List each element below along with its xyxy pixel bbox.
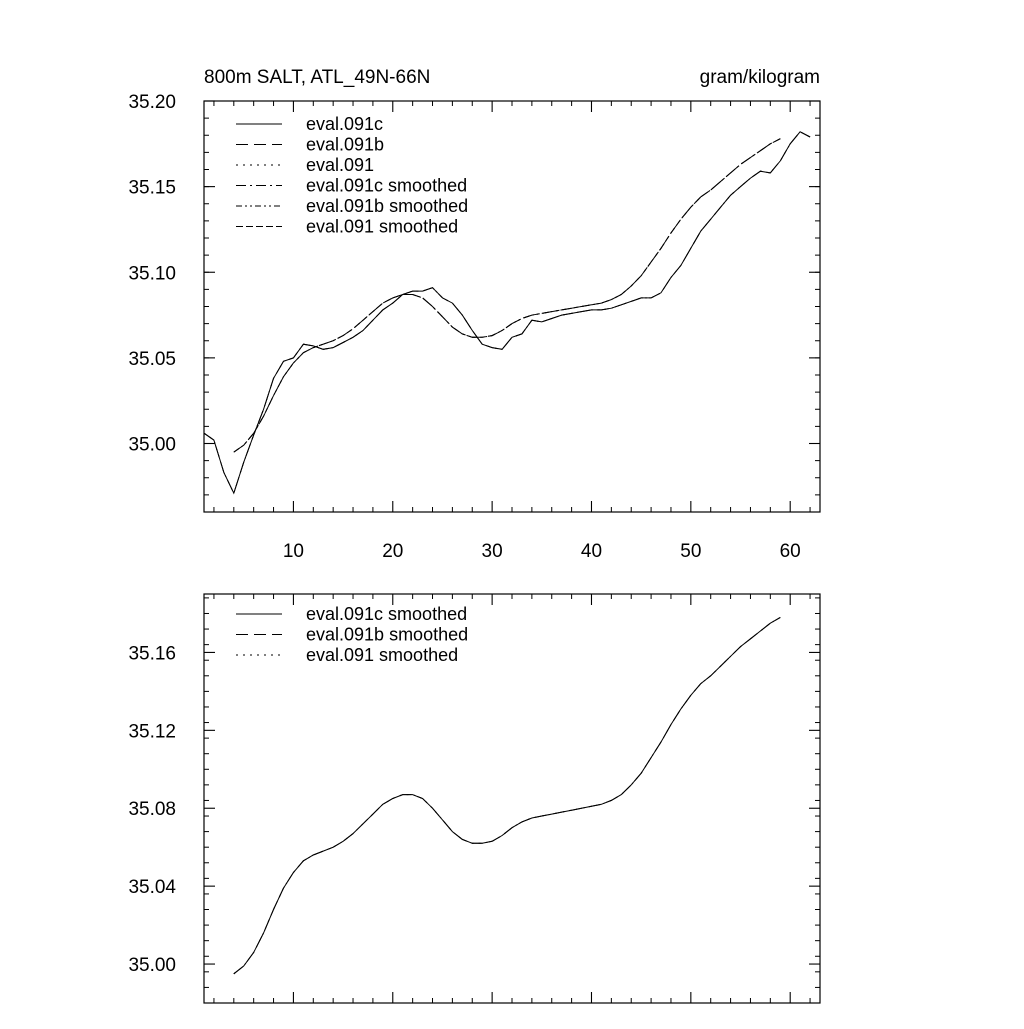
- legend-label: eval.091b smoothed: [306, 196, 468, 216]
- legend-label: eval.091: [306, 155, 374, 175]
- plot-frame: [203, 100, 821, 513]
- y-tick-label: 35.10: [128, 263, 176, 284]
- series-line-0: [233, 616, 781, 975]
- series-line-0: [203, 131, 811, 495]
- chart-units: gram/kilogram: [700, 67, 820, 88]
- chart-title: 800m SALT, ATL_49N-66N: [204, 67, 430, 88]
- series-line-2: [233, 616, 781, 975]
- series-line-2: [203, 131, 811, 495]
- legend-label: eval.091b smoothed: [306, 625, 468, 645]
- series-line-5: [233, 138, 781, 453]
- legend-label: eval.091b: [306, 135, 384, 155]
- y-tick-label: 35.00: [128, 435, 176, 456]
- series-line-1: [203, 131, 811, 495]
- x-tick-label: 20: [382, 541, 403, 562]
- legend-label: eval.091c: [306, 114, 383, 134]
- legend-label: eval.091 smoothed: [306, 217, 458, 237]
- legend-label: eval.091c smoothed: [306, 604, 467, 624]
- y-tick-label: 35.05: [128, 349, 176, 370]
- x-tick-label: 30: [482, 541, 503, 562]
- top-panel: 10 20 30 40 50 60 35.00 35.05 35.10 35.15 35.20 eva…: [128, 92, 821, 562]
- y-tick-label: 35.20: [128, 92, 176, 113]
- y-tick-label: 35.04: [128, 877, 176, 898]
- x-tick-label: 10: [283, 541, 304, 562]
- plot-frame: [203, 593, 821, 1004]
- bottom-panel: 35.00 35.04 35.08 35.12 35.16 eval.091c smoot…: [128, 593, 821, 1004]
- series-line-1: [233, 616, 781, 975]
- y-tick-label: 35.16: [128, 643, 176, 664]
- y-tick-label: 35.15: [128, 178, 176, 199]
- x-tick-label: 60: [780, 541, 801, 562]
- legend-label: eval.091c smoothed: [306, 176, 467, 196]
- y-tick-label: 35.00: [128, 955, 176, 976]
- y-tick-label: 35.12: [128, 721, 176, 742]
- y-tick-label: 35.08: [128, 799, 176, 820]
- legend-label: eval.091 smoothed: [306, 645, 458, 665]
- x-tick-label: 50: [680, 541, 701, 562]
- x-tick-label: 40: [581, 541, 602, 562]
